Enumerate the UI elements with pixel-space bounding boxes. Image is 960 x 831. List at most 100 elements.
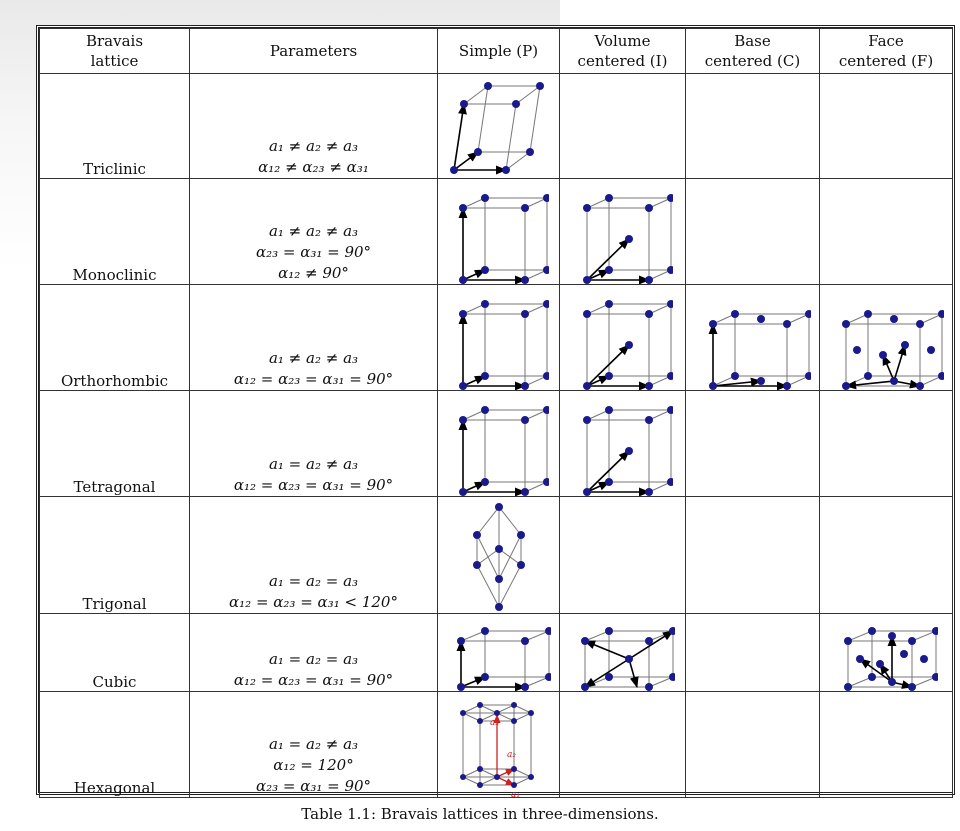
cell-edge [919, 375, 943, 387]
lattice-point [510, 782, 517, 788]
lattice-diagram [449, 82, 544, 175]
lattice-parameters: a₁ ≠ a₂ ≠ a₃ α₂₃ = α₃₁ = 90° α₁₂ ≠ 90° [189, 178, 438, 285]
parameter-line: a₁ = a₂ = a₃ [268, 650, 359, 668]
header-row: Bravais lattice Parameters Simple (P) Vol… [39, 28, 953, 74]
lattice-point [624, 447, 633, 455]
lattice-point [782, 382, 791, 390]
lattice-point [516, 561, 525, 569]
lattice-point [916, 320, 924, 328]
cell-edge [524, 269, 547, 281]
cell-edge [524, 409, 547, 421]
cell-edge [648, 481, 671, 493]
table-row: Tetragonal a₁ = a₂ ≠ a₃ α₁₂ = α₂₃ = α₃₁ = … [39, 390, 953, 497]
lattice-diagram-cell [559, 613, 686, 692]
lattice-parameters: a₁ ≠ a₂ ≠ a₃ α₁₂ = α₂₃ = α₃₁ = 90° [189, 284, 438, 391]
cell-edge [919, 313, 943, 325]
cell-edge [460, 630, 485, 642]
cell-edge [498, 548, 521, 566]
parameter-line: α₁₂ = α₂₃ = α₃₁ = 90° [233, 370, 394, 388]
lattice-point [582, 310, 591, 318]
cell-edge [479, 776, 497, 786]
lattice-point [520, 204, 529, 212]
header-cell: Simple (P) [437, 28, 560, 74]
cell-edge [648, 409, 671, 421]
header-cell: Parameters [189, 28, 438, 74]
lattice-diagram-cell [437, 73, 560, 179]
lattice-diagram [842, 310, 944, 390]
lattice-point [876, 660, 884, 668]
lattice-point [580, 683, 589, 691]
header-cell: Bravais lattice [39, 28, 190, 74]
lattice-point [666, 300, 673, 308]
lattice-point [480, 478, 489, 486]
lattice-point [493, 710, 500, 716]
lattice-parameters: a₁ = a₂ = a₃ α₁₂ = α₂₃ = α₃₁ = 90° [189, 613, 438, 692]
cell-edge [648, 303, 671, 315]
lattice-vector [712, 377, 762, 387]
lattice-point [666, 406, 673, 414]
lattice-vector [583, 658, 629, 688]
lattice-point [644, 276, 653, 284]
lattice-diagram-cell: a₃ a₂ a₁ [437, 691, 560, 798]
lattice-point [920, 655, 928, 663]
lattice-vector [893, 379, 922, 389]
lattice-point [582, 276, 591, 284]
lattice-diagram [582, 406, 673, 496]
lattice-point [480, 406, 489, 414]
lattice-vector [583, 640, 629, 660]
lattice-point [730, 372, 739, 380]
lattice-point [501, 166, 510, 174]
cell-edge [586, 303, 609, 315]
lattice-point [668, 673, 675, 681]
empty-cell [685, 496, 820, 614]
lattice-diagram [472, 503, 525, 611]
lattice-point [844, 637, 852, 645]
lattice-point [844, 683, 852, 691]
lattice-point [644, 310, 653, 318]
lattice-point [458, 276, 467, 284]
lattice-point [666, 478, 673, 486]
lattice-diagram [458, 300, 549, 390]
table-row: Hexagonal a₁ = a₂ ≠ a₃ α₁₂ = 120° α₂₃ = α₃₁… [39, 691, 953, 798]
lattice-vector [585, 344, 630, 387]
lattice-diagram-cell [819, 284, 953, 391]
lattice-point [868, 627, 876, 635]
lattice-diagram-cell [685, 284, 820, 391]
cell-edge [462, 712, 480, 722]
empty-cell [559, 73, 686, 179]
lattice-point [480, 194, 489, 202]
lattice-diagram [844, 627, 938, 691]
cell-edge [476, 564, 499, 608]
cell-edge [462, 303, 485, 315]
empty-cell [559, 496, 686, 614]
cell-edge [462, 704, 480, 714]
lattice-vector [628, 630, 674, 660]
cell-edge [513, 712, 531, 722]
lattice-diagram [582, 300, 673, 390]
hex-vector-label: a₃ [490, 718, 499, 728]
parameter-line: a₁ ≠ a₂ ≠ a₃ [268, 222, 359, 240]
lattice-point [520, 416, 529, 424]
lattice-point [483, 82, 492, 90]
lattice-point [864, 372, 872, 380]
table-row: Monoclinic a₁ ≠ a₂ ≠ a₃ α₂₃ = α₃₁ = 90° α₁₂… [39, 178, 953, 285]
empty-cell [819, 73, 953, 179]
lattice-point [708, 320, 717, 328]
lattice-point [604, 266, 613, 274]
lattice-point [938, 310, 944, 318]
empty-cell [559, 691, 686, 798]
hex-lattice-vector [496, 768, 515, 778]
lattice-vector [452, 102, 467, 171]
lattice-point [888, 632, 896, 640]
cell-edge [911, 676, 937, 688]
lattice-point [879, 351, 887, 359]
lattice-point [449, 166, 458, 174]
empty-cell [685, 178, 820, 285]
lattice-point [624, 235, 633, 243]
cell-edge [586, 409, 609, 421]
header-cell: Volume centered (I) [559, 28, 686, 74]
lattice-point [582, 204, 591, 212]
lattice-point [459, 710, 466, 716]
lattice-point [544, 627, 551, 635]
cell-edge [513, 776, 531, 786]
